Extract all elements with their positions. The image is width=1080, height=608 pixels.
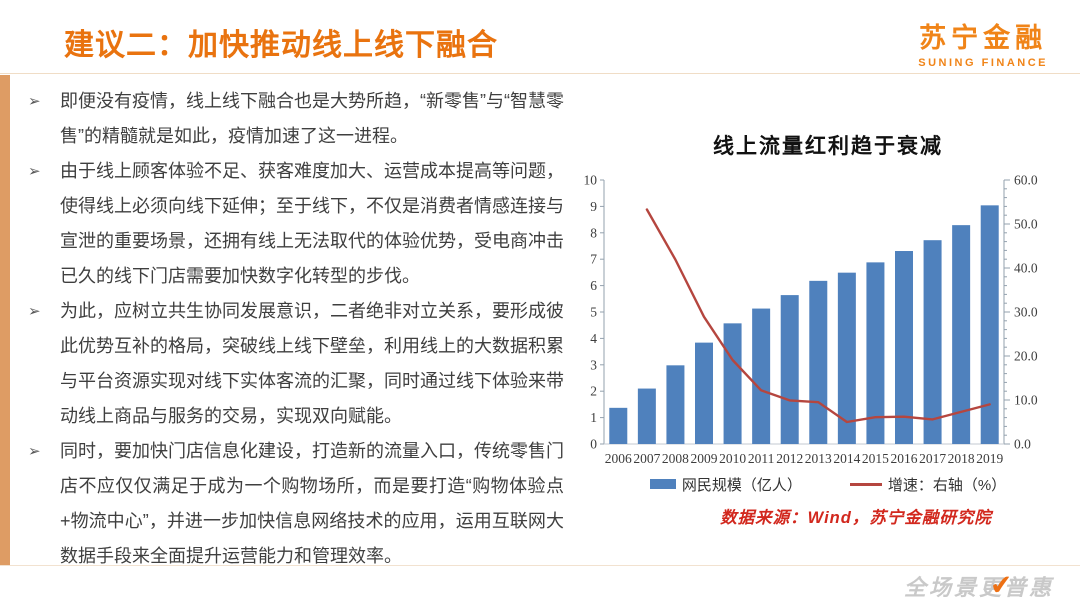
bullet-text: 由于线上顾客体验不足、获客难度加大、运营成本提高等问题，使得线上必须向线下延伸；…	[60, 161, 564, 286]
slogan-watermark: 全场景更普惠 ✔	[903, 569, 1054, 602]
bar	[923, 240, 942, 444]
legend-item-line: 增速：右轴（%）	[849, 474, 1007, 495]
logo-cn-text: 苏宁金融	[919, 23, 1048, 53]
suning-finance-logo: 苏宁金融 SUNING FINANCE	[918, 16, 1048, 69]
netizen-scale-growth-chart: 0 1 2 3 4 5 6 7 8 9 10 0.0 10.0 20.0 30.0 40.0 50.0 60.0 2…	[584, 173, 1038, 467]
right-axis-tick-label: 40.0	[1014, 261, 1038, 276]
line-series-swatch-icon	[849, 482, 882, 486]
footer-divider	[0, 565, 1080, 566]
left-axis-tick-label: 9	[590, 199, 597, 214]
chart-plot-area: 0 1 2 3 4 5 6 7 8 9 10 0.0 10.0 20.0 30.0 40.0 50.0 60.0 2…	[578, 166, 1078, 468]
right-axis-tick-label: 30.0	[1014, 305, 1038, 320]
left-axis-tick-label: 4	[590, 331, 597, 346]
orange-check-icon: ✔	[988, 569, 1017, 601]
arrow-bullet-icon: ➢	[28, 443, 41, 460]
header-divider	[0, 73, 1080, 74]
bar	[895, 251, 913, 444]
left-axis-tick-label: 0	[590, 437, 597, 452]
x-axis-tick-label: 2015	[862, 451, 889, 466]
right-axis-tick-label: 20.0	[1014, 349, 1038, 364]
left-axis-tick-label: 7	[590, 252, 597, 267]
list-item: ➢ 同时，要加快门店信息化建设，打造新的流量入口，传统零售门店不应仅仅满足于成为…	[28, 434, 564, 574]
chart-title: 线上流量红利趋于衰减	[713, 135, 943, 158]
x-axis-tick-label: 2011	[748, 451, 775, 466]
right-axis-tick-label: 0.0	[1014, 437, 1031, 452]
left-axis-tick-label: 5	[590, 305, 597, 320]
bar	[866, 262, 885, 444]
bar-series-swatch-icon	[649, 479, 676, 489]
right-axis-tick-label: 50.0	[1014, 217, 1038, 232]
bars-group	[609, 205, 999, 444]
legend-item-bar: 网民规模（亿人）	[649, 474, 802, 495]
bullet-list: ➢ 即便没有疫情，线上线下融合也是大势所趋，“新零售”与“智慧零售”的精髓就是如…	[28, 84, 564, 574]
growth-line	[645, 208, 991, 424]
slogan-text: 全场景更普惠	[903, 575, 1054, 600]
bar	[666, 365, 685, 444]
data-source-note: 数据来源：Wind，苏宁金融研究院	[720, 509, 992, 527]
bar	[637, 388, 656, 444]
list-item: ➢ 即便没有疫情，线上线下融合也是大势所趋，“新零售”与“智慧零售”的精髓就是如…	[28, 84, 564, 154]
left-axis-tick-label: 2	[590, 384, 597, 399]
bar	[952, 225, 971, 444]
right-axis-tick-label: 10.0	[1014, 393, 1038, 408]
chart-legend: 网民规模（亿人） 增速：右轴（%）	[578, 472, 1078, 496]
page-title: 建议二：加快推动线上线下融合	[64, 29, 498, 62]
arrow-bullet-icon: ➢	[28, 163, 41, 180]
bar	[752, 308, 771, 444]
left-axis-tick-label: 3	[590, 357, 597, 372]
logo-en-text: SUNING FINANCE	[918, 57, 1048, 69]
left-accent-strip	[0, 75, 10, 565]
x-axis-tick-label: 2010	[719, 451, 746, 466]
bar	[980, 205, 999, 444]
x-axis-tick-label: 2009	[691, 451, 718, 466]
arrow-bullet-icon: ➢	[28, 303, 41, 320]
x-axis-tick-label: 2006	[605, 451, 632, 466]
x-axis-tick-label: 2007	[633, 451, 660, 466]
bullet-text: 即便没有疫情，线上线下融合也是大势所趋，“新零售”与“智慧零售”的精髓就是如此，…	[60, 91, 564, 146]
left-axis-tick-label: 6	[590, 278, 597, 293]
x-axis-tick-label: 2013	[805, 451, 832, 466]
bar	[695, 342, 713, 444]
legend-label: 网民规模（亿人）	[681, 476, 802, 494]
bar	[809, 280, 828, 444]
x-axis-tick-label: 2018	[948, 451, 975, 466]
bullet-text: 为此，应树立共生协同发展意识，二者绝非对立关系，要形成彼此优势互补的格局，突破线…	[60, 301, 564, 426]
arrow-bullet-icon: ➢	[28, 93, 41, 110]
x-axis-tick-label: 2016	[891, 451, 918, 466]
bar	[780, 295, 799, 444]
legend-label: 增速：右轴（%）	[887, 476, 1007, 494]
x-axis-tick-label: 2014	[833, 451, 860, 466]
left-axis-tick-label: 8	[590, 225, 597, 240]
left-axis-tick-label: 1	[590, 410, 597, 425]
x-axis-tick-label: 2012	[776, 451, 803, 466]
x-axis-tick-label: 2017	[919, 451, 946, 466]
bar	[837, 272, 856, 444]
chart-panel: 线上流量红利趋于衰减 0 1 2 3 4 5 6 7 8 9 10 0.0 10.0 20.0 30.0 40…	[578, 132, 1078, 528]
right-axis-tick-label: 60.0	[1014, 173, 1038, 188]
bar	[723, 323, 742, 444]
left-axis-tick-label: 10	[584, 173, 598, 188]
list-item: ➢ 为此，应树立共生协同发展意识，二者绝非对立关系，要形成彼此优势互补的格局，突…	[28, 294, 564, 434]
bullet-text: 同时，要加快门店信息化建设，打造新的流量入口，传统零售门店不应仅仅满足于成为一个…	[60, 441, 564, 566]
x-axis-tick-label: 2019	[976, 451, 1003, 466]
list-item: ➢ 由于线上顾客体验不足、获客难度加大、运营成本提高等问题，使得线上必须向线下延…	[28, 154, 564, 294]
bar	[609, 407, 628, 444]
x-axis-tick-label: 2008	[662, 451, 689, 466]
